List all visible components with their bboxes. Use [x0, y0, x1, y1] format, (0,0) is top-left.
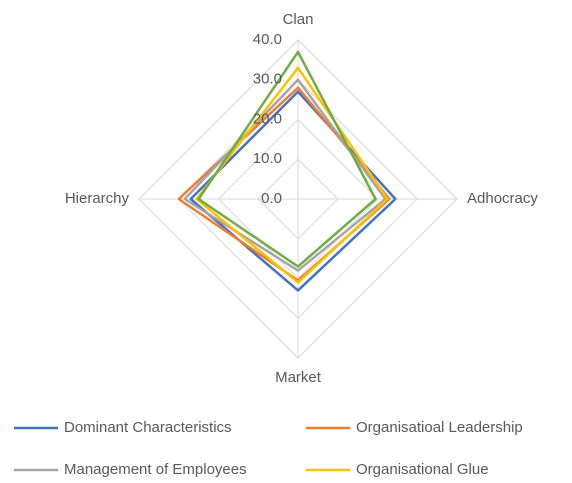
- category-label: Adhocracy: [467, 190, 538, 207]
- legend-label: Organisational Glue: [356, 461, 489, 478]
- category-label: Clan: [283, 11, 314, 28]
- r-tick-label: 20.0: [253, 110, 282, 127]
- legend-label: Organisatioal Leadership: [356, 419, 523, 436]
- r-tick-label: 10.0: [253, 150, 282, 167]
- series-line: [197, 50, 377, 268]
- legend-label: Management of Employees: [64, 461, 247, 478]
- series-line: [177, 86, 391, 282]
- category-label: Hierarchy: [65, 190, 130, 207]
- series-line: [189, 90, 397, 292]
- legend-label: Dominant Characteristics: [64, 419, 232, 436]
- category-label: Market: [275, 369, 322, 386]
- r-tick-label: 0.0: [261, 190, 282, 207]
- series-line: [195, 66, 389, 284]
- series-line: [183, 78, 387, 272]
- r-tick-label: 30.0: [253, 71, 282, 88]
- r-tick-label: 40.0: [253, 31, 282, 48]
